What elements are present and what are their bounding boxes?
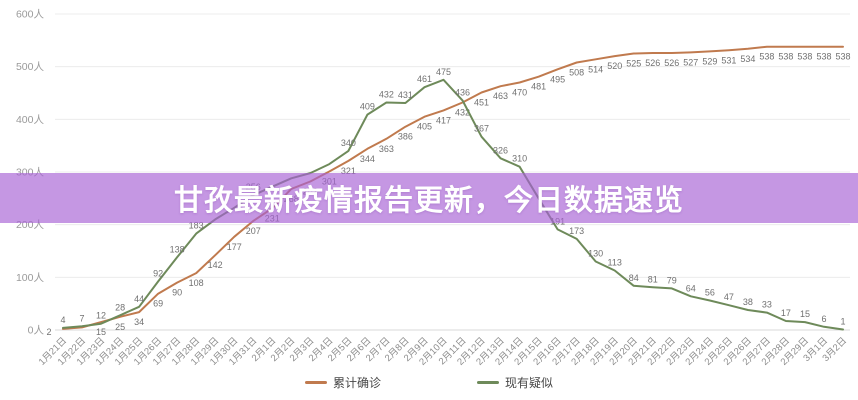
data-point-label: 340 — [341, 138, 356, 148]
data-point-label: 108 — [189, 278, 204, 288]
data-point-label: 470 — [512, 87, 527, 97]
data-point-label: 451 — [474, 97, 489, 107]
y-axis-tick-label: 600人 — [16, 9, 45, 21]
data-point-label: 432 — [379, 89, 394, 99]
data-point-label: 529 — [702, 56, 717, 66]
legend-line-swatch — [477, 381, 499, 384]
y-axis-tick-label: 0人 — [28, 325, 45, 337]
data-point-label: 525 — [626, 59, 641, 69]
data-point-label: 405 — [417, 122, 432, 132]
data-point-label: 534 — [740, 54, 755, 64]
data-point-label: 538 — [778, 52, 793, 62]
data-point-label: 481 — [531, 82, 546, 92]
data-point-label: 142 — [208, 260, 223, 270]
data-point-label: 1 — [840, 316, 845, 326]
data-point-label: 527 — [683, 57, 698, 67]
data-point-label: 28 — [115, 302, 125, 312]
headline-banner: 甘孜最新疫情报告更新，今日数据速览 — [0, 173, 858, 223]
data-point-label: 538 — [835, 52, 850, 62]
data-point-label: 69 — [153, 299, 163, 309]
legend-item-cumulative-confirmed[interactable]: 累计确诊 — [304, 374, 381, 391]
data-point-label: 90 — [172, 288, 182, 298]
data-point-label: 344 — [360, 154, 375, 164]
legend-label: 累计确诊 — [332, 376, 381, 390]
legend-item-current-suspected[interactable]: 现有疑似 — [477, 374, 553, 391]
y-axis-tick-label: 100人 — [16, 272, 45, 284]
data-point-label: 508 — [569, 67, 584, 77]
data-point-label: 34 — [134, 317, 144, 327]
data-point-label: 538 — [759, 52, 774, 62]
data-point-label: 363 — [379, 144, 394, 154]
data-point-label: 520 — [607, 61, 622, 71]
data-point-label: 463 — [493, 91, 508, 101]
data-point-label: 6 — [821, 314, 826, 324]
current-suspected-line — [62, 78, 844, 331]
data-point-label: 33 — [762, 300, 772, 310]
data-point-label: 436 — [455, 87, 470, 97]
data-point-label: 538 — [816, 52, 831, 62]
y-axis-tick-label: 500人 — [16, 61, 45, 73]
data-point-label: 321 — [341, 166, 356, 176]
legend-line-swatch — [304, 381, 327, 384]
data-point-label: 183 — [189, 221, 204, 231]
data-point-label: 431 — [398, 90, 413, 100]
headline-title: 甘孜最新疫情报告更新，今日数据速览 — [173, 185, 684, 217]
data-point-label: 514 — [588, 64, 603, 74]
data-point-label: 4 — [60, 315, 65, 325]
data-point-label: 326 — [493, 145, 508, 155]
data-point-label: 113 — [608, 257, 622, 267]
y-axis-tick-label: 400人 — [16, 114, 45, 126]
data-point-label: 538 — [797, 52, 812, 62]
data-point-label: 7 — [80, 313, 85, 323]
legend-label: 现有疑似 — [505, 376, 554, 390]
cumulative-confirmed-line — [62, 45, 844, 330]
data-point-label: 17 — [781, 308, 791, 318]
data-point-label: 81 — [648, 274, 658, 284]
data-point-label: 207 — [246, 226, 261, 236]
data-point-label: 526 — [645, 58, 660, 68]
data-point-label: 130 — [588, 249, 603, 259]
data-point-label: 495 — [550, 74, 565, 84]
data-point-label: 173 — [569, 226, 584, 236]
data-point-label: 367 — [474, 124, 489, 134]
data-point-label: 409 — [360, 102, 375, 112]
data-point-label: 84 — [629, 273, 639, 283]
data-point-label: 417 — [436, 115, 451, 125]
data-point-label: 2 — [46, 327, 51, 337]
data-point-label: 15 — [96, 327, 106, 337]
data-point-label: 15 — [800, 309, 810, 319]
data-point-label: 56 — [705, 288, 715, 298]
data-point-label: 64 — [686, 283, 696, 293]
data-point-label: 25 — [115, 322, 125, 332]
data-point-label: 12 — [96, 311, 106, 321]
data-point-label: 386 — [398, 132, 413, 142]
data-point-label: 310 — [512, 154, 527, 164]
data-point-label: 138 — [170, 244, 185, 254]
data-point-label: 38 — [743, 297, 753, 307]
data-point-label: 526 — [664, 58, 679, 68]
data-point-label: 461 — [417, 74, 432, 84]
data-point-label: 531 — [721, 55, 736, 65]
data-point-label: 432 — [455, 107, 470, 117]
data-point-label: 177 — [227, 242, 242, 252]
data-point-label: 79 — [667, 275, 677, 285]
chart-legend: 累计确诊 现有疑似 — [0, 374, 858, 391]
data-point-label: 47 — [724, 292, 734, 302]
data-point-label: 92 — [153, 269, 163, 279]
data-point-label: 44 — [134, 294, 144, 304]
data-point-label: 475 — [436, 67, 451, 77]
